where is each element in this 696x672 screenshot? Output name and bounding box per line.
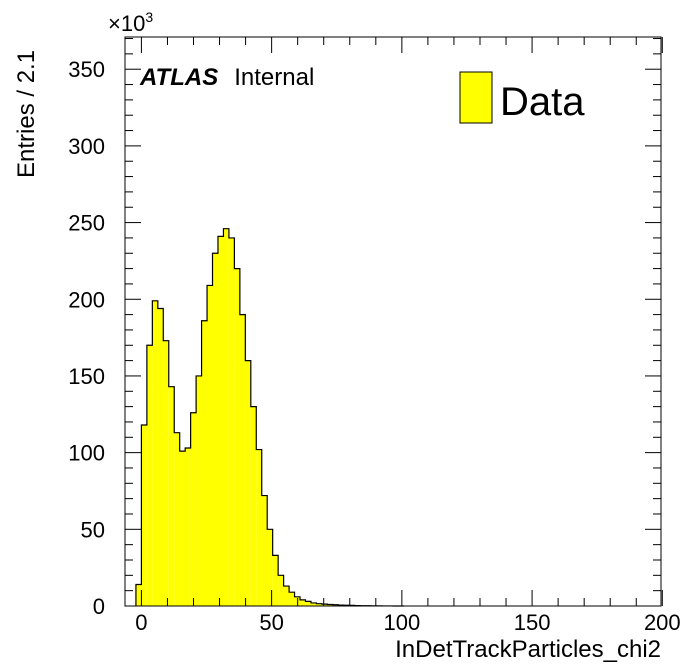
histogram-bar	[212, 253, 218, 606]
x-tick-label: 100	[383, 610, 420, 635]
y-tick-label: 300	[68, 134, 105, 159]
atlas-internal-label: Internal	[234, 64, 314, 91]
histogram-bar	[179, 451, 186, 606]
atlas-label: ATLAS Internal	[139, 64, 314, 91]
y-tick-label: 150	[68, 364, 105, 389]
y-tick-label: 250	[68, 211, 105, 236]
histogram-bar	[267, 529, 273, 606]
histogram-bar	[245, 360, 251, 606]
histogram-bar	[157, 308, 164, 606]
histogram-bar	[190, 412, 197, 606]
x-tick-label: 0	[135, 610, 147, 635]
histogram-bar	[201, 320, 208, 606]
histogram-bar	[327, 604, 333, 606]
histogram-bar	[185, 448, 191, 606]
legend-swatch	[459, 71, 493, 124]
x-tick-label: 50	[259, 610, 283, 635]
atlas-bold-label: ATLAS	[139, 64, 218, 91]
x-axis-ticks: 0 50 100 150 200	[135, 37, 681, 635]
plot-frame	[124, 36, 662, 607]
x-axis-label: InDetTrackParticles_chi2	[395, 636, 661, 663]
histogram-bar	[196, 375, 202, 606]
histogram-bar	[163, 340, 169, 606]
y-tick-label: 50	[81, 517, 105, 542]
x-tick-label: 150	[514, 610, 551, 635]
histogram-bar	[300, 599, 306, 606]
histogram-bar	[305, 601, 311, 606]
histogram-bar	[261, 495, 268, 606]
histogram-bar	[223, 228, 229, 606]
x-tick-label: 200	[644, 610, 681, 635]
histogram-bar	[250, 406, 257, 606]
histogram-bar	[234, 268, 240, 606]
y-multiplier-exponent: 3	[145, 9, 153, 25]
histogram-bar	[332, 604, 339, 606]
y-axis-label: Entries / 2.1	[13, 50, 40, 178]
histogram-bar	[316, 603, 322, 606]
histogram-bar	[152, 300, 158, 606]
histogram-bar	[283, 586, 290, 606]
y-tick-label: 200	[68, 287, 105, 312]
histogram-bar	[135, 584, 142, 606]
histogram-bar	[228, 237, 235, 606]
histogram-bar	[146, 345, 153, 606]
histogram-bar	[278, 575, 284, 606]
y-multiplier-base: ×10	[108, 11, 145, 36]
histogram-bar	[272, 555, 279, 606]
y-tick-label: 0	[93, 594, 105, 619]
histogram-bar	[141, 425, 147, 606]
histogram-bar	[256, 449, 262, 606]
y-axis-ticks: 0 50 100 150 200 250 300 350	[68, 38, 661, 619]
histogram-bar	[217, 236, 224, 606]
histogram-bar	[207, 285, 213, 606]
histogram-bar	[289, 592, 295, 606]
histogram-bar	[239, 314, 246, 606]
histogram-bar	[174, 432, 180, 606]
y-tick-label: 350	[68, 57, 105, 82]
histogram-bar	[310, 602, 317, 606]
y-multiplier-label: ×103	[108, 9, 153, 36]
y-tick-label: 100	[68, 441, 105, 466]
histogram-bar	[168, 386, 175, 606]
legend-entry-data: Data	[500, 80, 585, 124]
histogram-bars	[135, 228, 405, 607]
histogram-bar	[321, 604, 328, 606]
